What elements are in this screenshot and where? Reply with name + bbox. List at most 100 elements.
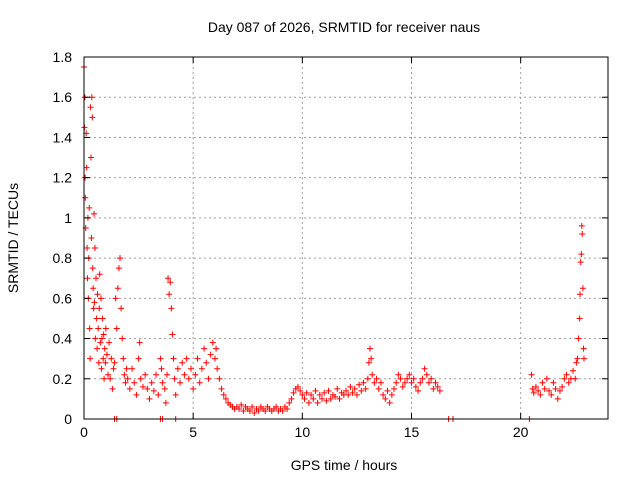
data-point [430,385,437,392]
data-point [168,305,175,312]
data-point [137,375,144,382]
data-point [99,315,106,322]
data-point [388,391,395,398]
data-point [84,245,91,252]
data-point [136,339,143,346]
data-point [399,383,406,390]
y-axis-label: SRMTID / TECUs [5,183,21,293]
plot-frame [83,56,609,420]
data-point [163,371,170,378]
data-point [576,315,583,322]
data-point [314,399,321,406]
data-point [336,395,343,402]
data-point [146,395,153,402]
data-point [102,359,109,366]
data-point [101,345,108,352]
data-point [177,379,184,386]
data-point [343,387,349,394]
data-point [288,395,295,402]
data-point [294,383,301,390]
data-point [332,393,339,400]
data-point [97,339,104,346]
data-point [423,371,430,378]
data-point [574,355,581,362]
data-point [94,345,101,352]
data-point [107,375,114,382]
data-point [131,379,138,386]
y-tick-label: 1.8 [53,49,73,65]
data-point [108,355,115,362]
data-point [96,305,103,312]
data-point [115,265,122,272]
data-point [207,351,214,358]
data-point [262,407,269,414]
x-tick-label: 0 [80,424,88,440]
data-point [550,379,557,386]
data-point [406,371,413,378]
data-point [123,365,130,372]
data-point [356,381,363,388]
data-point [144,385,151,392]
data-point [570,367,577,374]
data-point [129,365,136,372]
data-point [100,355,107,362]
data-point [249,403,256,410]
grid-lines [84,57,608,419]
data-point [87,104,94,111]
data-point [122,379,129,386]
data-point [419,375,426,382]
data-point [365,359,372,366]
data-point [364,375,371,382]
data-point [88,235,95,241]
data-point [166,291,173,298]
data-point [201,345,208,352]
data-point [360,379,367,386]
y-tick-label: 1.6 [53,89,73,105]
data-point [299,391,306,398]
data-point [321,389,328,396]
data-point [305,399,312,406]
data-point [577,259,584,266]
data-point [82,194,89,201]
data-point [312,387,319,394]
data-point [113,325,120,332]
data-point [251,409,258,416]
data-point [580,355,587,362]
data-point [124,375,131,382]
data-point [95,359,102,366]
data-point [165,275,172,282]
data-point [236,405,243,412]
data-point [425,379,432,386]
data-point [102,325,109,332]
data-point [120,355,127,362]
data-point [96,271,103,278]
data-point [404,375,411,382]
data-point [318,395,325,402]
data-point [126,385,133,392]
data-point [316,391,323,398]
data-point [118,305,125,312]
data-point [222,395,229,402]
y-tick-label: 0.4 [53,331,73,347]
data-point [537,391,544,398]
data-point [179,359,186,366]
data-point [87,154,94,161]
data-point [91,299,98,306]
data-point [546,387,553,394]
data-point [561,375,568,382]
data-point [157,355,164,362]
data-point [89,114,96,121]
data-point [386,399,393,406]
data-point [194,355,201,362]
data-point [92,335,99,342]
data-point [205,375,212,382]
data-point [83,164,90,171]
y-tick-label: 0.8 [53,250,73,266]
data-point [401,379,408,386]
data-point [541,385,548,392]
data-point [86,325,93,332]
data-point [111,359,118,366]
data-point [209,339,216,346]
data-point [428,375,435,382]
data-point [117,255,124,262]
